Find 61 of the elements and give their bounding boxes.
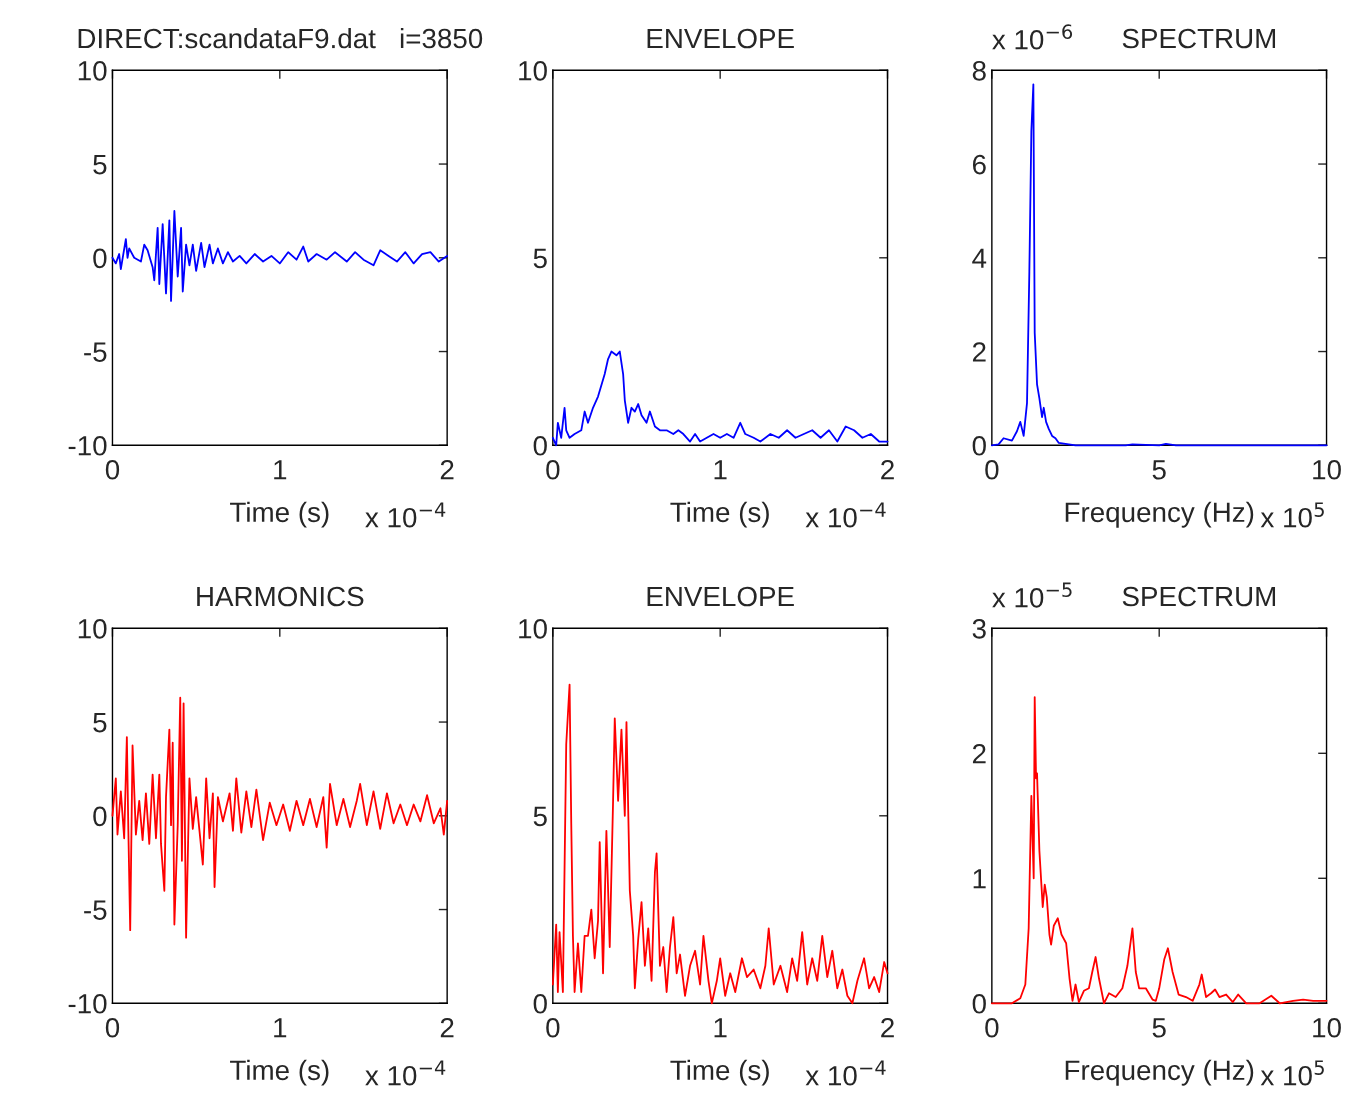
x-axis-title: Time (s): [230, 1059, 329, 1086]
text: x 10$^{−4}$: [805, 1060, 886, 1086]
x-axis-title: Frequency (Hz): [1065, 1059, 1254, 1086]
y-tick-label: 10: [78, 618, 107, 639]
text: x 10$^{−6}$: [992, 24, 1073, 50]
text: x 10$^{−4}$: [365, 1060, 446, 1086]
y-tick-label: 10: [78, 60, 107, 81]
y-tick-label: 3: [972, 618, 986, 639]
y-tick-label: 8: [972, 60, 986, 81]
x-tick-label: 10: [1313, 1017, 1341, 1038]
y-tick-label: 5: [533, 806, 547, 827]
x-tick-label: 2: [440, 1017, 454, 1038]
text: x 10$^{5}$: [1260, 502, 1324, 528]
x-tick-label: 2: [881, 459, 894, 480]
y-tick-label: 2: [972, 342, 986, 362]
x-tick-label: 1: [274, 460, 287, 480]
chart-title: HARMONICS: [197, 586, 364, 607]
y-tick-label: 0: [972, 993, 986, 1014]
y-tick-label: 0: [533, 993, 547, 1014]
y-tick-label: -10: [68, 993, 107, 1014]
x-axis-title: Time (s): [230, 501, 329, 528]
x-tick-label: 1: [714, 460, 727, 480]
line-series: [111, 210, 449, 302]
chart-title: ENVELOPE: [647, 28, 794, 49]
x-tick-label: 2: [881, 1017, 894, 1038]
y-tick-label: 0: [972, 435, 986, 456]
text: x 10$^{5}$: [1260, 1060, 1324, 1086]
x-tick-label: 10: [1313, 459, 1341, 480]
line-series: [111, 696, 449, 939]
x-tick-label: 2: [440, 459, 454, 480]
chart-title: ENVELOPE: [647, 586, 794, 607]
y-tick-label: 5: [93, 713, 107, 733]
y-tick-label: -5: [84, 900, 107, 920]
y-tick-label: 0: [93, 248, 107, 269]
x-tick-label: 5: [1152, 460, 1166, 480]
x-tick-label: 5: [1152, 1018, 1166, 1038]
y-tick-label: 10: [519, 618, 547, 639]
y-tick-label: 10: [519, 60, 547, 81]
y-tick-label: 0: [533, 435, 547, 456]
x-tick-label: 1: [714, 1018, 727, 1038]
y-tick-label: 4: [972, 248, 987, 268]
y-tick-label: -5: [84, 342, 107, 362]
chart-title: SPECTRUM: [1122, 586, 1276, 607]
y-tick-label: 6: [972, 154, 986, 175]
x-tick-label: 0: [546, 1017, 560, 1038]
y-tick-label: 5: [93, 155, 107, 175]
chart-title: DIRECT:scandataF9.dat i=3850: [78, 27, 483, 49]
y-tick-label: 0: [93, 806, 107, 827]
x-axis-title: Time (s): [670, 501, 769, 528]
chart-title: SPECTRUM: [1122, 28, 1276, 49]
x-tick-label: 0: [546, 459, 560, 480]
y-tick-label: 1: [973, 869, 986, 889]
text: x 10$^{−4}$: [805, 502, 886, 528]
y-tick-label: -10: [68, 435, 107, 456]
x-tick-label: 1: [274, 1018, 287, 1038]
x-axis-title: Frequency (Hz): [1065, 501, 1254, 528]
x-axis-title: Time (s): [670, 1059, 769, 1086]
text: x 10$^{−5}$: [992, 582, 1072, 608]
y-tick-label: 5: [533, 248, 547, 269]
y-tick-label: 2: [972, 743, 986, 764]
text: x 10$^{−4}$: [365, 502, 446, 528]
